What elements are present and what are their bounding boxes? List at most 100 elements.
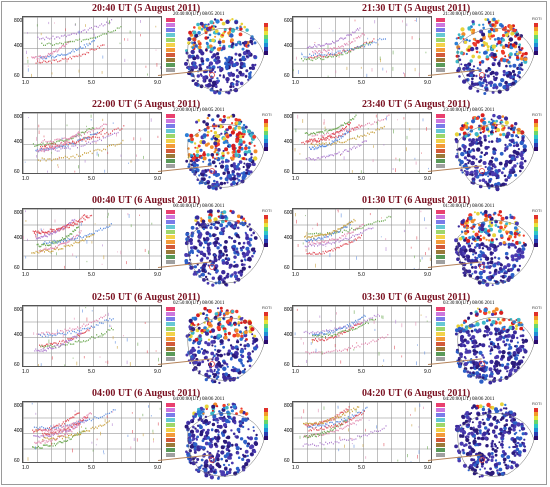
roti-map: ROTI xyxy=(448,304,544,388)
panel-title: 02:50 UT (6 August 2011) xyxy=(92,292,201,303)
colorbar-step xyxy=(264,436,268,440)
echo-trace xyxy=(32,214,88,235)
legend-swatch xyxy=(166,63,175,67)
colorbar-step xyxy=(264,320,268,324)
echo-trace xyxy=(305,140,367,161)
echo-trace xyxy=(39,37,97,60)
ionogram-legend xyxy=(436,114,445,169)
roti-map: ROTI xyxy=(448,111,544,195)
colorbar-step xyxy=(264,215,268,219)
ionogram: 800 400 60 1.0 5.0 9.0 xyxy=(284,401,434,471)
colorbar-step xyxy=(534,424,538,428)
ionogram-x-tick: 1.0 xyxy=(22,369,29,375)
map-timestamp: 02:50:00(UT) 08/06 2011 xyxy=(173,301,225,306)
legend-swatch xyxy=(166,408,175,412)
colorbar-step xyxy=(534,27,538,31)
colorbar-step xyxy=(534,119,538,123)
legend-swatch xyxy=(166,240,175,244)
ionogram: 800 400 60 1.0 5.0 9.0 xyxy=(14,401,164,471)
ionogram: 800 400 60 1.0 5.0 9.0 xyxy=(284,305,434,375)
echo-trace xyxy=(307,223,364,245)
legend-swatch xyxy=(166,124,175,128)
legend-swatch xyxy=(166,164,175,168)
ionogram-x-tick: 9.0 xyxy=(154,272,161,278)
legend-swatch xyxy=(436,443,445,447)
legend-swatch xyxy=(166,58,175,62)
ionogram-traces xyxy=(293,17,427,77)
roti-map-graphic xyxy=(185,306,268,385)
colorbar-step xyxy=(264,147,268,151)
legend-swatch xyxy=(436,332,445,336)
ionogram-x-tick: 1.0 xyxy=(292,176,299,182)
legend-swatch xyxy=(436,245,445,249)
ionogram-traces xyxy=(26,19,161,77)
legend-swatch xyxy=(166,327,175,331)
colorbar-step xyxy=(264,219,268,223)
ionogram-x-tick: 5.0 xyxy=(358,176,365,182)
echo-trace xyxy=(303,313,380,335)
legend-swatch xyxy=(436,357,445,361)
ionogram-x-tick: 1.0 xyxy=(22,272,29,278)
ionogram-y-tick: 400 xyxy=(284,235,293,241)
legend-swatch xyxy=(166,250,175,254)
coastline xyxy=(457,220,535,284)
ionogram-plot xyxy=(292,305,432,367)
panel-2: 21:30 UT (5 August 2011) 21:30:00(UT) 08/… xyxy=(278,3,546,99)
echo-trace xyxy=(301,41,372,62)
ionogram-x-tick: 9.0 xyxy=(154,176,161,182)
ionogram-x-tick: 9.0 xyxy=(424,80,431,86)
ionogram-y-tick: 400 xyxy=(14,139,23,145)
legend-swatch xyxy=(436,48,445,52)
ionogram-traces xyxy=(27,402,161,461)
legend-swatch xyxy=(166,317,175,321)
legend-swatch xyxy=(436,337,445,341)
legend-swatch xyxy=(436,159,445,163)
colorbar-step xyxy=(534,324,538,328)
ionogram-x-tick: 5.0 xyxy=(88,369,95,375)
legend-swatch xyxy=(166,255,175,259)
colorbar-step xyxy=(264,51,268,55)
ionogram-y-tick: 60 xyxy=(284,169,290,175)
echo-trace xyxy=(41,412,92,433)
panel-9: 04:00 UT (6 August 2011) 04:00:00(UT) 08/… xyxy=(8,388,276,484)
colorbar-step xyxy=(534,231,538,235)
ionogram-plot xyxy=(292,16,432,78)
colorbar-step xyxy=(264,35,268,39)
legend-swatch xyxy=(166,144,175,148)
echo-trace xyxy=(309,129,350,151)
ionogram-x-tick: 5.0 xyxy=(88,272,95,278)
legend-swatch xyxy=(436,119,445,123)
legend-swatch xyxy=(166,154,175,158)
ionogram-x-tick: 9.0 xyxy=(424,465,431,471)
ionogram-y-tick: 600 xyxy=(284,18,293,24)
echo-trace xyxy=(306,27,361,49)
panel-title: 22:00 UT (5 August 2011) xyxy=(92,99,201,110)
colorbar-label: ROTI xyxy=(532,401,542,406)
legend-swatch xyxy=(166,28,175,32)
map-timestamp: 03:30:00(UT) 08/06 2011 xyxy=(443,301,495,306)
ionogram-y-tick: 60 xyxy=(284,265,290,271)
colorbar-step xyxy=(264,432,268,436)
legend-swatch xyxy=(436,144,445,148)
ionogram-x-tick: 5.0 xyxy=(358,80,365,86)
roti-map: ROTI xyxy=(178,304,274,388)
legend-swatch xyxy=(436,210,445,214)
panel-title: 01:30 UT (6 August 2011) xyxy=(362,195,471,206)
colorbar-step xyxy=(534,147,538,151)
ionogram-y-tick: 400 xyxy=(14,332,23,338)
colorbar-step xyxy=(264,243,268,247)
ionogram-legend xyxy=(166,18,175,73)
echo-trace xyxy=(302,425,387,447)
legend-swatch xyxy=(436,215,445,219)
colorbar-step xyxy=(534,332,538,336)
echo-trace xyxy=(312,318,376,338)
roti-map xyxy=(178,15,274,99)
ionogram: 800 400 60 1.0 5.0 9.0 xyxy=(14,16,164,86)
colorbar-label: ROTI xyxy=(532,305,542,310)
ionogram-y-tick: 60 xyxy=(284,362,290,368)
legend-swatch xyxy=(166,332,175,336)
ionogram-y-tick: 800 xyxy=(284,114,293,120)
map-timestamp: 20:40:00(UT) 08/05 2011 xyxy=(173,12,225,17)
colorbar-step xyxy=(264,139,268,143)
